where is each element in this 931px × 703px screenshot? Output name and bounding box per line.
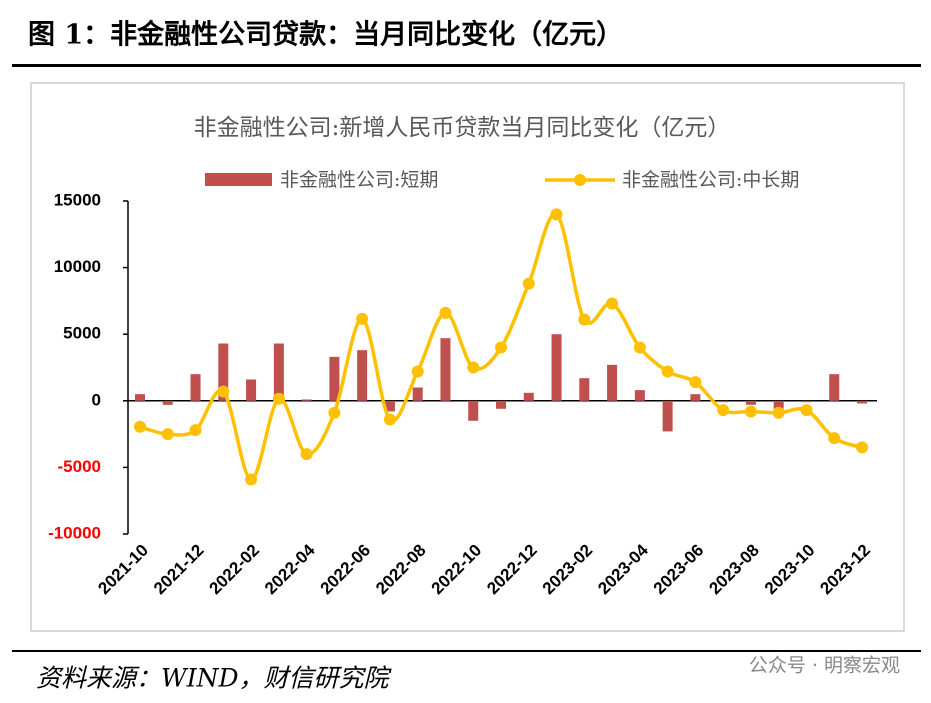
bar [662, 400, 673, 432]
bar [468, 400, 479, 421]
bar [801, 400, 812, 403]
source: 资料来源：WIND，财信研究院 [36, 664, 392, 693]
line-point [411, 365, 424, 378]
line-point [606, 297, 619, 310]
bar [579, 378, 590, 401]
figure-title: 图 1：非金融性公司贷款：当月同比变化（亿元） [28, 19, 623, 51]
y-tick-label: -5000 [58, 457, 101, 476]
legend-swatch [574, 174, 586, 186]
bar [690, 394, 701, 401]
bar [135, 394, 145, 401]
line-point [522, 277, 535, 290]
y-tick-label: 10000 [54, 257, 101, 276]
line-point [300, 448, 313, 461]
legend-swatch [205, 173, 272, 186]
bar [301, 399, 312, 401]
line-point [189, 424, 202, 437]
line-point [550, 208, 563, 221]
bar [440, 338, 451, 401]
bar [523, 392, 534, 401]
bar [273, 343, 284, 401]
line-point [356, 312, 369, 325]
bar [218, 343, 229, 401]
line-point [689, 376, 702, 389]
bar [246, 379, 257, 401]
line-point [744, 405, 757, 418]
footer-rule [12, 650, 921, 652]
bar [496, 400, 506, 409]
line-point [828, 432, 841, 445]
chart-title: 非金融性公司:新增人民币贷款当月同比变化（亿元） [194, 115, 731, 141]
legend-label: 非金融性公司:中长期 [622, 169, 799, 191]
bar [857, 400, 867, 404]
line-point [800, 404, 813, 417]
line-point [245, 473, 258, 486]
y-tick-label: 15000 [54, 190, 101, 209]
bar [607, 364, 618, 401]
bar [829, 374, 840, 401]
line-point [217, 385, 230, 398]
line-point [661, 365, 674, 378]
bar [718, 400, 729, 403]
bar [329, 356, 340, 401]
bar [357, 350, 368, 401]
bar [551, 334, 562, 401]
bar [384, 400, 395, 412]
line-point [717, 404, 730, 417]
y-tick-label: 5000 [63, 324, 101, 343]
line-point [439, 306, 452, 319]
bar [412, 387, 423, 401]
line-point [495, 341, 507, 354]
line-point [578, 313, 591, 326]
bar [190, 374, 201, 401]
y-tick-label: 0 [92, 390, 101, 409]
line-point [467, 361, 480, 374]
legend-label: 非金融性公司:短期 [280, 169, 438, 191]
line-point [134, 420, 146, 433]
line-point [633, 341, 646, 354]
y-tick-label: -10000 [48, 523, 101, 542]
title-rule [12, 64, 921, 67]
line-point [383, 413, 396, 426]
watermark: 公众号 · 明察宏观 [749, 655, 900, 677]
line-point [328, 406, 341, 419]
line-point [856, 441, 868, 454]
line-point [161, 428, 174, 441]
line-point [272, 392, 285, 405]
bar [634, 390, 645, 401]
line-point [772, 406, 785, 419]
bar [773, 400, 784, 409]
bar [162, 400, 173, 405]
bar [745, 400, 756, 405]
line [139, 212, 863, 482]
